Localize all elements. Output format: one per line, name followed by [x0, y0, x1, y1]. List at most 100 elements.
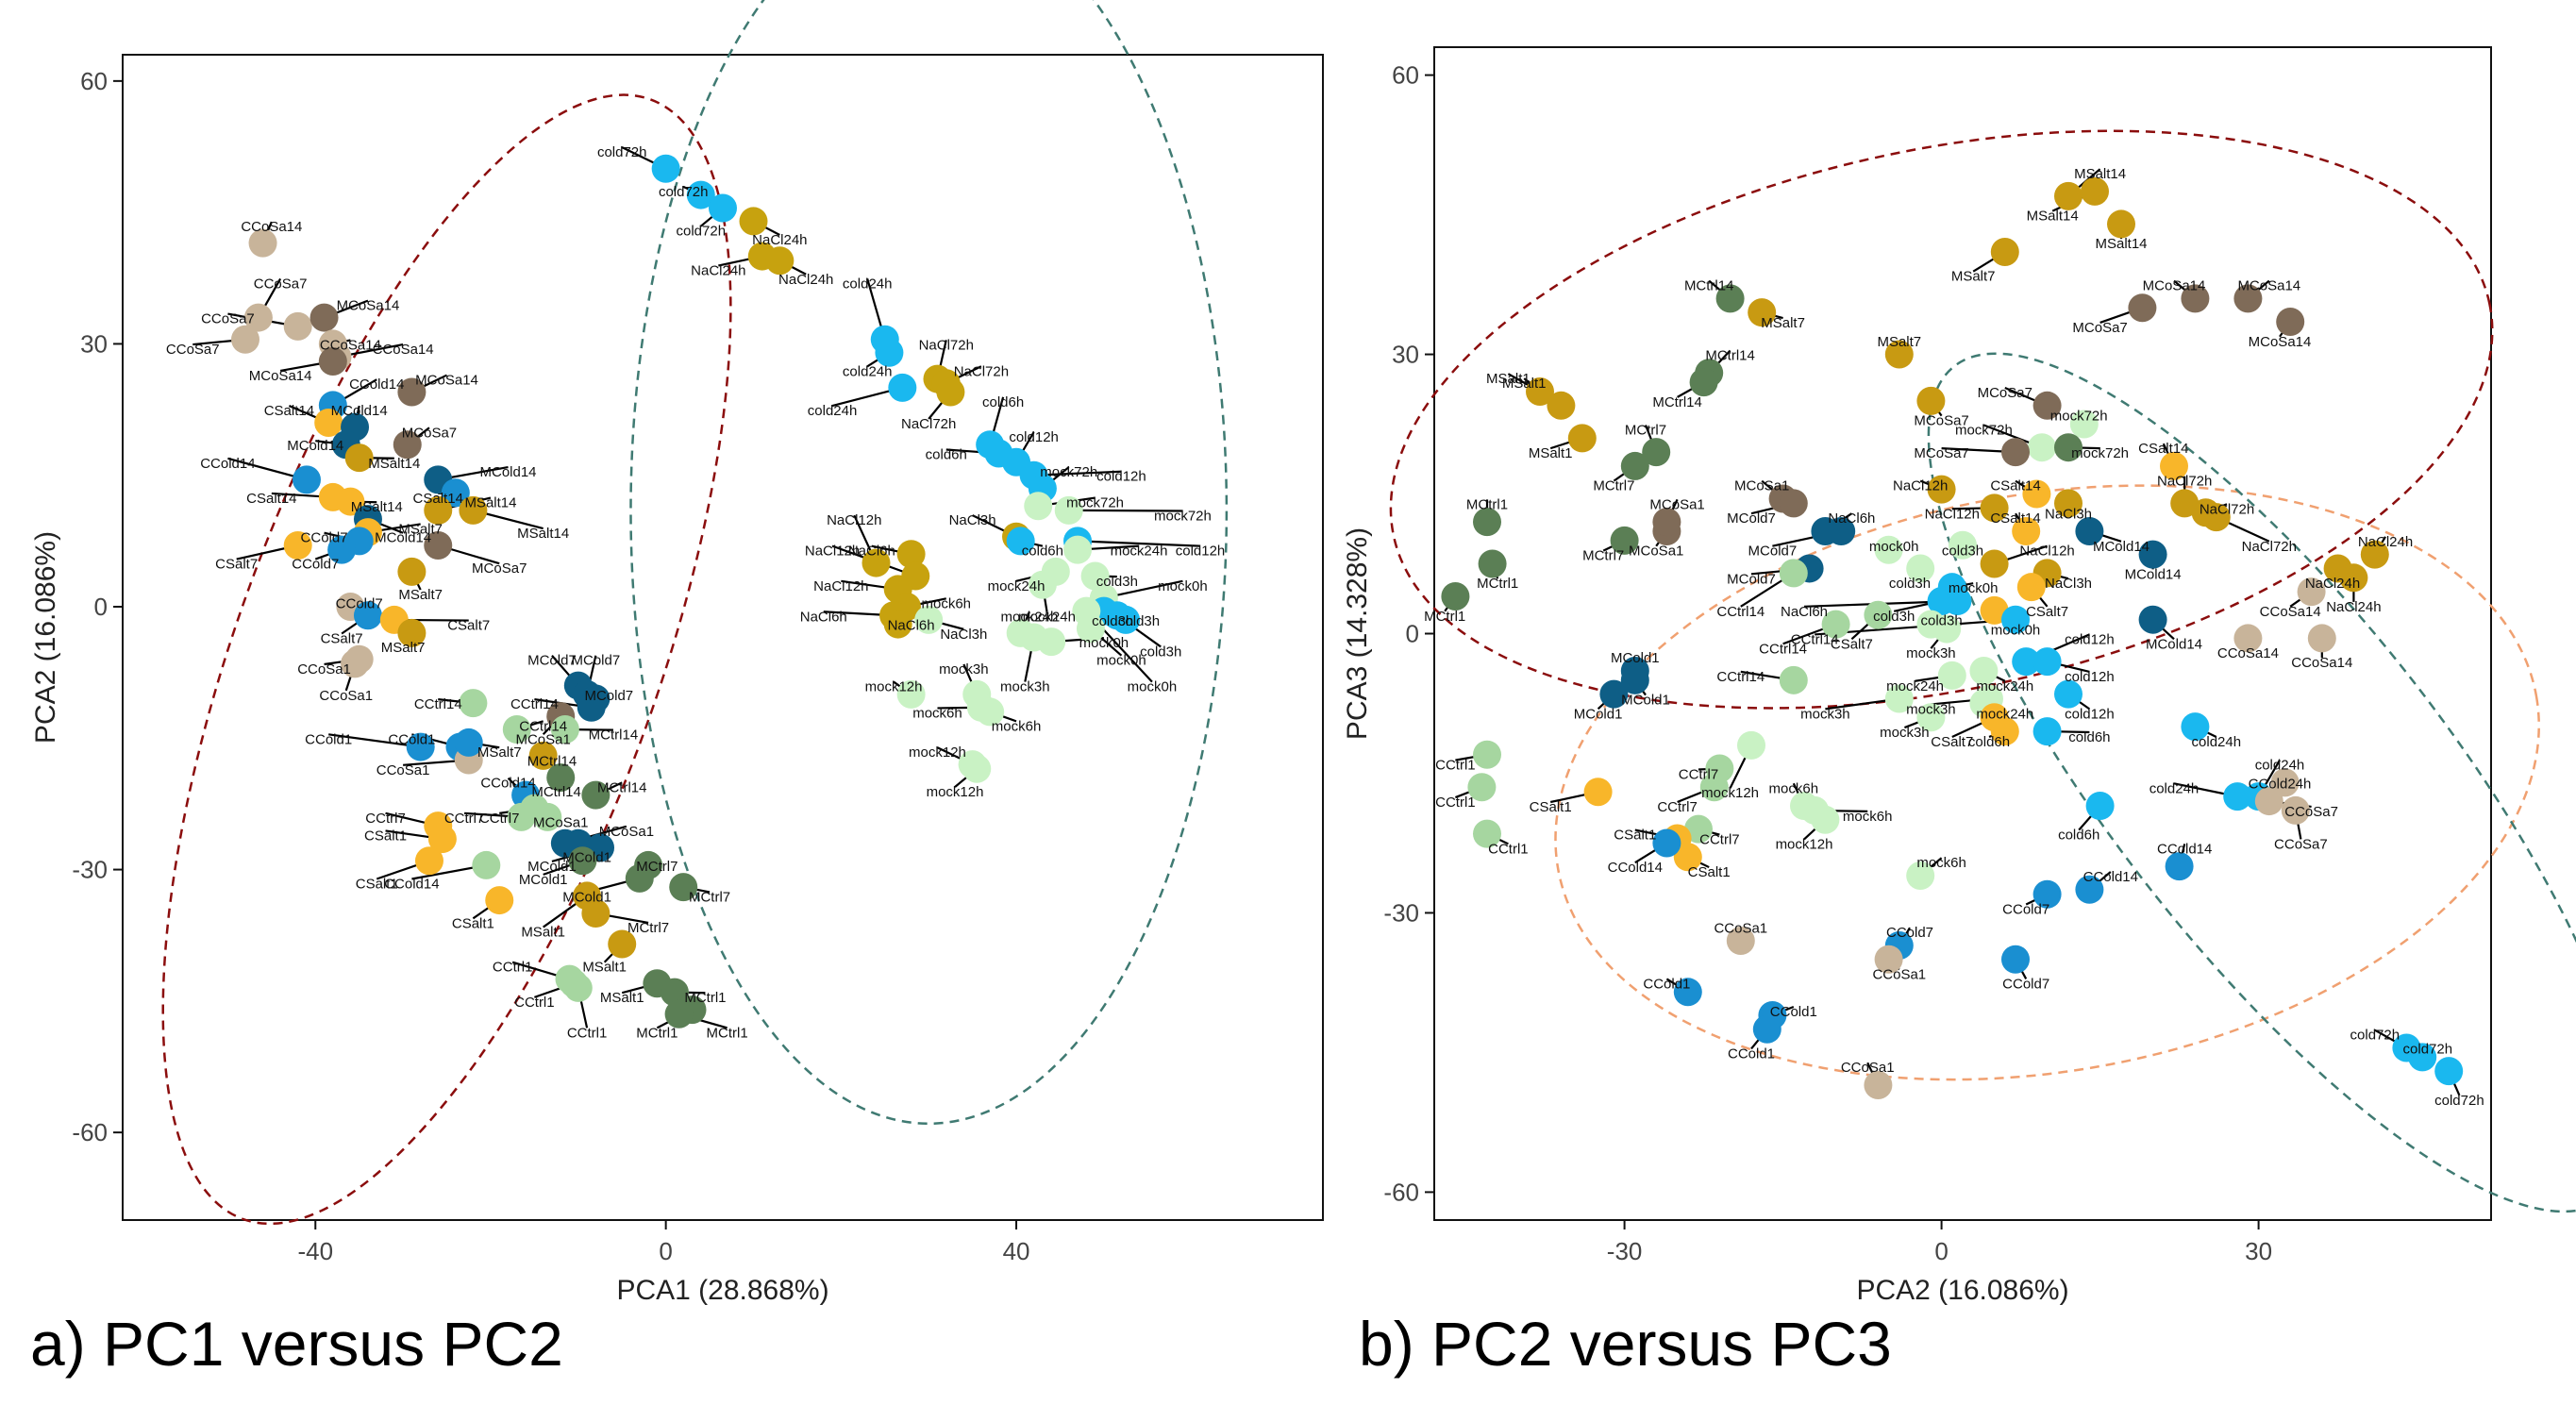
data-point [1583, 778, 1613, 807]
point-label: mock24h [1018, 609, 1076, 625]
data-point [709, 193, 737, 223]
data-point [2223, 782, 2252, 811]
point-label: CSalt1 [1688, 864, 1731, 880]
point-label: mock12h [909, 744, 966, 761]
data-point [2075, 875, 2104, 904]
data-point [581, 899, 611, 928]
panel-a: -40 0 40 60 30 0 -30 -60 PCA1 (28.868%) PCA2 (16.… [30, 0, 1324, 1306]
point-label: mock0h [1949, 580, 1999, 596]
point-label: MSalt14 [2027, 209, 2079, 225]
point-label: NaCl24h [2358, 534, 2413, 550]
point-label: CCtrl1 [514, 995, 555, 1011]
point-label: mock24h [1001, 609, 1059, 625]
point-label: MCtrl1 [1424, 609, 1465, 625]
point-label: mock24h [1886, 678, 1944, 694]
data-point [739, 207, 768, 236]
point-label: MCold14 [331, 403, 388, 419]
data-point [2001, 945, 2030, 974]
point-label: MCoSa14 [2143, 278, 2206, 294]
data-point [414, 846, 443, 876]
data-point [1467, 773, 1497, 802]
data-point [936, 377, 965, 407]
data-point [283, 531, 312, 560]
data-point [1937, 661, 1966, 690]
data-point [1024, 492, 1053, 521]
point-label: mock0h [1096, 653, 1146, 669]
data-point [1779, 559, 1808, 588]
data-point [1884, 684, 1914, 713]
point-label: CCold7 [336, 595, 383, 611]
point-label: cold6h [1022, 544, 1063, 560]
data-point [393, 430, 422, 460]
point-label: CCoSa14 [2217, 645, 2279, 661]
point-label: MSalt1 [1486, 371, 1531, 387]
y-axis-label: PCA2 (16.086%) [30, 531, 61, 744]
data-point [2022, 479, 2051, 509]
point-label: CCtrl1 [1435, 758, 1476, 774]
data-point [533, 802, 562, 831]
data-point [2254, 787, 2283, 816]
data-point [2032, 717, 2062, 746]
point-label: MCold7 [527, 653, 577, 669]
point-label: CSalt1 [452, 915, 494, 931]
data-point [1441, 582, 1470, 611]
data-point [353, 601, 382, 630]
data-point [1054, 495, 1083, 525]
point-label: cold3h [1092, 613, 1133, 629]
data-point [1864, 1070, 1893, 1099]
data-point [397, 618, 427, 647]
data-point [1927, 475, 1956, 504]
data-point [502, 715, 531, 744]
point-label: MCold7 [1727, 571, 1776, 587]
point-label: mock72h [1955, 422, 2013, 438]
data-point [283, 311, 312, 341]
point-label: CCtrl7 [1657, 799, 1698, 815]
data-point [669, 873, 698, 902]
point-label: mock24h [1111, 544, 1168, 560]
data-point [581, 780, 611, 810]
point-label: MCtrl1 [1477, 576, 1518, 592]
data-point [2001, 605, 2030, 634]
cluster-ellipse [161, 93, 732, 1226]
data-point [2233, 624, 2263, 653]
data-point [1752, 1014, 1781, 1044]
point-label: NaCl24h [2305, 576, 2360, 592]
data-point [875, 338, 904, 367]
data-point [1779, 489, 1808, 518]
data-point [1072, 596, 1101, 626]
data-point [1906, 861, 1935, 890]
point-label: CCoSa14 [2291, 655, 2352, 671]
point-label: MSalt14 [368, 456, 420, 472]
data-point [1620, 665, 1649, 694]
data-point [459, 495, 488, 525]
data-point [1652, 828, 1681, 858]
point-label: CSalt1 [364, 828, 407, 844]
data-point [563, 973, 593, 1002]
point-label: MCold1 [562, 889, 611, 905]
y-tick-label: -60 [1383, 1178, 1419, 1206]
point-label: mock6h [921, 595, 971, 611]
data-point [1473, 819, 1501, 848]
data-point [1599, 679, 1629, 709]
data-point [341, 649, 370, 678]
x-axis-label: PCA1 (28.868%) [616, 1275, 828, 1306]
point-label: cold6h [982, 394, 1024, 410]
data-point [424, 531, 453, 560]
point-label: NaCl72h [2242, 539, 2297, 555]
y-tick-label: 30 [1392, 341, 1419, 369]
point-label: CCoSa14 [2260, 604, 2321, 620]
point-label: mock24h [1976, 706, 2033, 722]
point-label: CSalt14 [413, 491, 463, 507]
data-point [861, 548, 891, 577]
point-label: cold12h [1176, 544, 1226, 560]
point-label: CCtrl14 [1716, 604, 1765, 620]
point-label: CCoSa1 [376, 762, 430, 778]
data-point [1652, 508, 1681, 537]
data-point [2028, 433, 2056, 462]
point-label: MCtrl14 [1652, 394, 1702, 410]
y-tick-label: -60 [72, 1118, 108, 1146]
data-point [1699, 773, 1729, 802]
point-label: MCold7 [1727, 510, 1776, 527]
point-label: MSalt14 [517, 526, 569, 542]
point-label: CCold14 [480, 776, 535, 792]
